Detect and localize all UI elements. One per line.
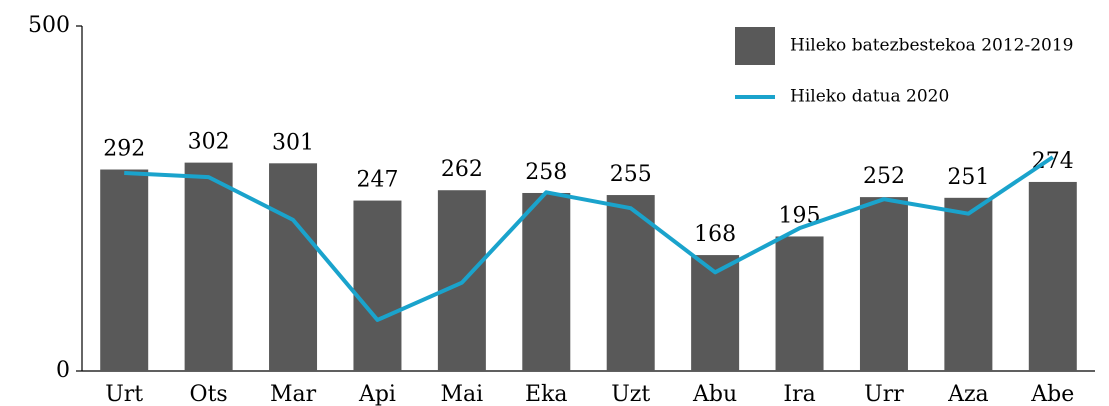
value-label: 262: [441, 157, 483, 182]
x-tick-label: Urr: [864, 382, 904, 406]
legend-label: Hileko datua 2020: [790, 87, 949, 107]
x-tick-label: Aza: [947, 382, 989, 406]
value-label: 301: [272, 130, 314, 155]
value-label: 292: [103, 137, 145, 162]
x-tick-label: Ira: [783, 382, 815, 406]
bar: [606, 195, 655, 371]
bar: [353, 200, 402, 371]
x-tick-label: Abu: [692, 382, 737, 406]
x-tick-label: Ots: [190, 382, 228, 406]
bar: [522, 192, 571, 371]
x-tick-label: Urt: [105, 382, 143, 406]
legend-swatch: [735, 27, 775, 65]
y-tick-label: 0: [56, 358, 70, 383]
x-tick-label: Uzt: [611, 382, 650, 406]
bar: [269, 163, 318, 371]
bar: [775, 236, 824, 371]
line: [124, 155, 1054, 322]
x-tick-label: Mar: [270, 382, 317, 406]
value-label: 255: [610, 162, 652, 187]
y-tick-label: 500: [28, 13, 70, 38]
bar: [691, 255, 740, 371]
value-label: 258: [525, 160, 567, 185]
legend-label: Hileko batezbestekoa 2012-2019: [790, 36, 1073, 56]
bar: [944, 197, 993, 371]
bar: [1028, 181, 1077, 371]
x-tick-label: Api: [358, 382, 396, 406]
x-tick-label: Abe: [1030, 382, 1074, 406]
value-label: 251: [947, 165, 989, 190]
value-label: 252: [863, 164, 905, 189]
x-tick-label: Eka: [525, 382, 568, 406]
value-label: 168: [694, 222, 736, 247]
value-label: 247: [356, 168, 398, 193]
value-label: 274: [1032, 149, 1074, 174]
bar: [100, 169, 149, 371]
x-tick-label: Mai: [441, 382, 484, 406]
bar: [184, 162, 233, 371]
bar: [859, 197, 908, 371]
value-label: 302: [188, 130, 230, 155]
